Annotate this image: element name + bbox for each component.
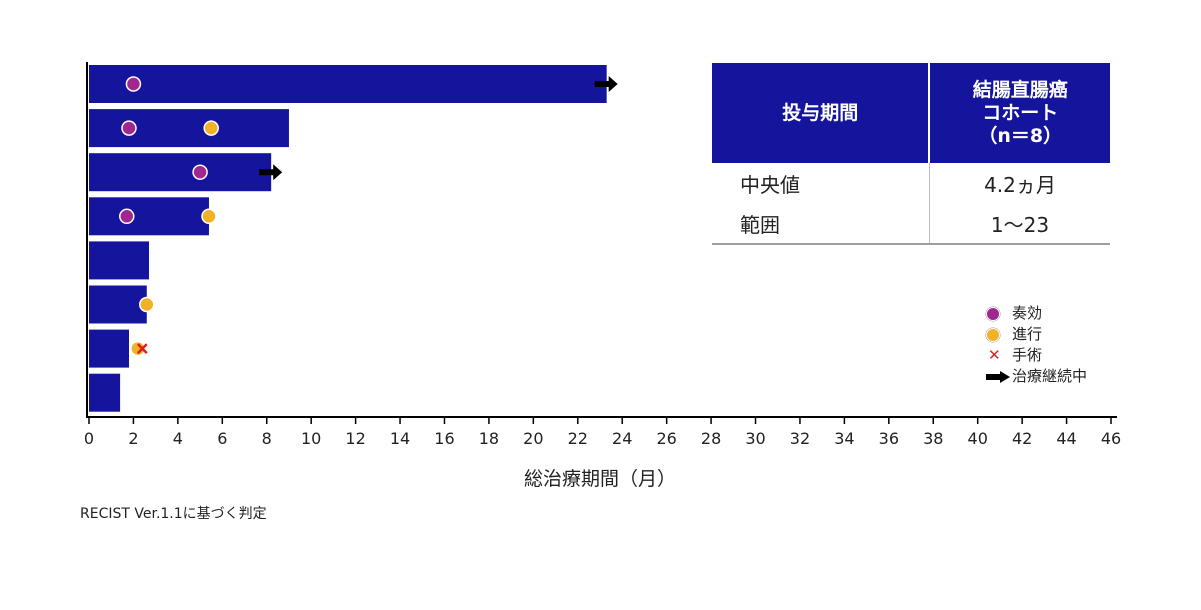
x-axis-title: 総治療期間（月） <box>524 468 676 490</box>
patient-bar <box>89 329 129 368</box>
x-tick-label: 38 <box>923 429 943 448</box>
x-tick-label: 24 <box>612 429 632 448</box>
ongoing-arrow <box>594 76 618 92</box>
response-marker-icon <box>986 306 1012 321</box>
x-tick-label: 22 <box>568 429 588 448</box>
footnote: RECIST Ver.1.1に基づく判定 <box>80 506 267 522</box>
x-tick-label: 44 <box>1056 429 1076 448</box>
legend-item-ongoing: 治療継続中 <box>986 366 1087 387</box>
progression-marker-icon <box>986 327 1012 342</box>
patient-bar <box>89 109 289 148</box>
range-label: 範囲 <box>712 203 930 245</box>
table-header-cohort: 結腸直腸癌 コホート （n＝8） <box>929 63 1110 163</box>
median-value: 4.2ヵ月 <box>984 172 1056 197</box>
patient-bar <box>89 241 149 280</box>
x-tick-label: 0 <box>84 429 94 448</box>
progression-marker <box>201 208 217 225</box>
x-tick-label: 42 <box>1012 429 1032 448</box>
x-tick-label: 20 <box>523 429 543 448</box>
surgery-marker <box>136 343 148 354</box>
median-label: 中央値 <box>712 163 930 203</box>
legend-label-ongoing: 治療継続中 <box>1012 367 1088 385</box>
x-tick-label: 8 <box>262 429 272 448</box>
x-tick-label: 18 <box>479 429 499 448</box>
cohort-subtitle: コホート <box>982 101 1059 124</box>
x-tick-label: 34 <box>834 429 854 448</box>
legend-label-response: 奏効 <box>1012 304 1043 322</box>
x-tick-label: 28 <box>701 429 721 448</box>
table-row-range: 範囲 1～23 <box>712 203 1110 245</box>
cohort-name: 結腸直腸癌 <box>972 78 1068 101</box>
legend-label-progression: 進行 <box>1012 325 1043 343</box>
response-marker <box>121 120 137 136</box>
x-tick-label: 46 <box>1101 429 1121 448</box>
patient-bar <box>89 285 147 324</box>
x-tick-label: 2 <box>128 429 138 448</box>
patient-bar <box>89 153 272 192</box>
x-tick-label: 30 <box>745 429 765 448</box>
ongoing-arrow <box>259 164 283 181</box>
treatment-duration-table: 投与期間 結腸直腸癌 コホート （n＝8） 中央値 4.2ヵ月 範囲 1～23 <box>712 63 1110 245</box>
progression-marker <box>139 296 155 313</box>
patient-bar <box>89 65 607 103</box>
x-tick-label: 12 <box>345 429 365 448</box>
legend-item-surgery: ✕ 手術 <box>986 345 1087 366</box>
range-value: 1～23 <box>929 203 1110 245</box>
x-tick-label: 14 <box>390 429 410 448</box>
table-row-median: 中央値 4.2ヵ月 <box>712 163 1110 203</box>
progression-marker <box>130 340 146 357</box>
x-tick-label: 16 <box>434 429 454 448</box>
legend-label-surgery: 手術 <box>1012 346 1043 364</box>
response-marker <box>125 76 142 92</box>
x-tick-label: 36 <box>879 429 899 448</box>
x-tick-label: 32 <box>790 429 810 448</box>
surgery-cross-icon: ✕ <box>988 346 1001 364</box>
x-tick-label: 6 <box>217 429 227 448</box>
legend-item-progression: 進行 <box>986 324 1087 345</box>
legend-item-response: 奏効 <box>986 303 1087 324</box>
cohort-n: （n＝8） <box>978 124 1063 147</box>
patient-bar <box>89 373 121 412</box>
chart-legend: 奏効 進行 ✕ 手術 治療継続中 <box>986 303 1087 387</box>
ongoing-arrow-icon <box>986 370 1012 383</box>
patient-bar <box>89 197 209 236</box>
x-tick-label: 4 <box>173 429 183 448</box>
progression-marker <box>203 120 219 136</box>
response-marker <box>192 164 208 180</box>
x-tick-label: 26 <box>656 429 676 448</box>
response-marker <box>119 208 135 225</box>
x-tick-label: 40 <box>968 429 988 448</box>
x-tick-label: 10 <box>301 429 321 448</box>
table-header-duration: 投与期間 <box>712 63 931 163</box>
